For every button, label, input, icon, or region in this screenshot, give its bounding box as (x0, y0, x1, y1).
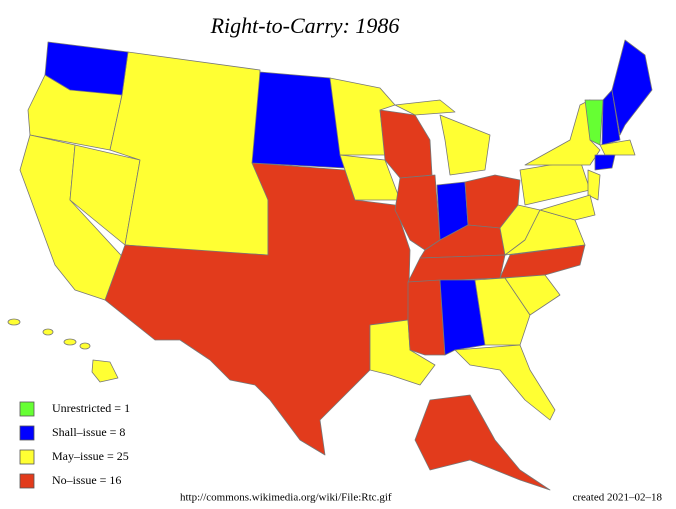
legend-swatch (19, 401, 35, 417)
legend-swatch (19, 473, 35, 489)
legend-swatch (19, 449, 35, 465)
us-map (7, 39, 653, 491)
legend-label: May–issue = 25 (52, 449, 129, 463)
legend-label: No–issue = 16 (52, 473, 121, 487)
legend-swatch (19, 425, 35, 441)
legend-label: Shall–issue = 8 (52, 425, 125, 439)
legend: Unrestricted = 1 Shall–issue = 8 May–issue… (19, 401, 130, 489)
legend-label: Unrestricted = 1 (52, 401, 130, 415)
created-date: created 2021–02–18 (573, 492, 663, 504)
source-url: http://commons.wikimedia.org/wiki/File:R… (180, 492, 392, 504)
map-title: Right-to-Carry: 1986 (210, 13, 400, 38)
